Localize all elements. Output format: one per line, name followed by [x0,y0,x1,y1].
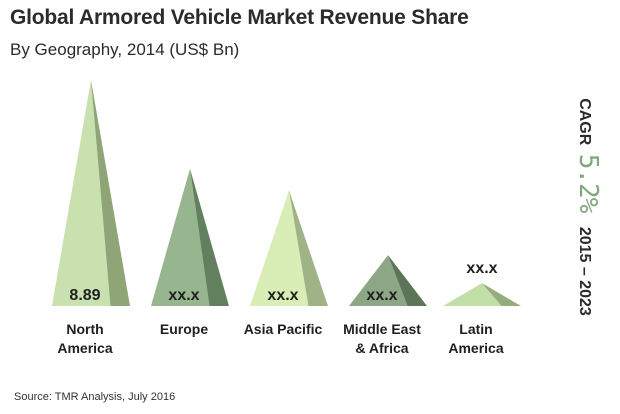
pyramid-side-face [190,168,229,306]
category-label: Middle East [343,321,421,337]
source-note: Source: TMR Analysis, July 2016 [14,391,176,403]
data-label: xx.x [168,287,199,304]
category-label: Europe [160,321,208,337]
data-label: xx.x [267,287,298,304]
category-label: & Africa [355,340,408,356]
pyramid-side-face [91,80,130,306]
category-label: Latin [459,321,492,337]
cagr-annotation: CAGR 5.2% 2015 – 2023 [573,98,603,316]
pyramid-side-face [482,283,521,306]
pyramid-side-face [388,255,427,306]
category-label: Asia Pacific [244,321,323,337]
cagr-rate: 5.2% [573,153,603,213]
chart-subtitle: By Geography, 2014 (US$ Bn) [10,40,240,59]
data-label: xx.x [366,287,397,304]
category-label: North [66,321,103,337]
chart-title: Global Armored Vehicle Market Revenue Sh… [10,6,469,29]
pyramid-front-face [349,255,408,306]
data-label: xx.x [466,260,497,277]
category-label: America [448,340,503,356]
category-label: America [57,340,112,356]
cagr-label: CAGR [576,98,593,146]
pyramid-front-face [250,190,309,306]
cagr-period: 2015 – 2023 [576,226,593,316]
pyramid-front-face [151,168,210,306]
data-label: 8.89 [69,287,100,304]
pyramid-side-face [289,190,328,306]
